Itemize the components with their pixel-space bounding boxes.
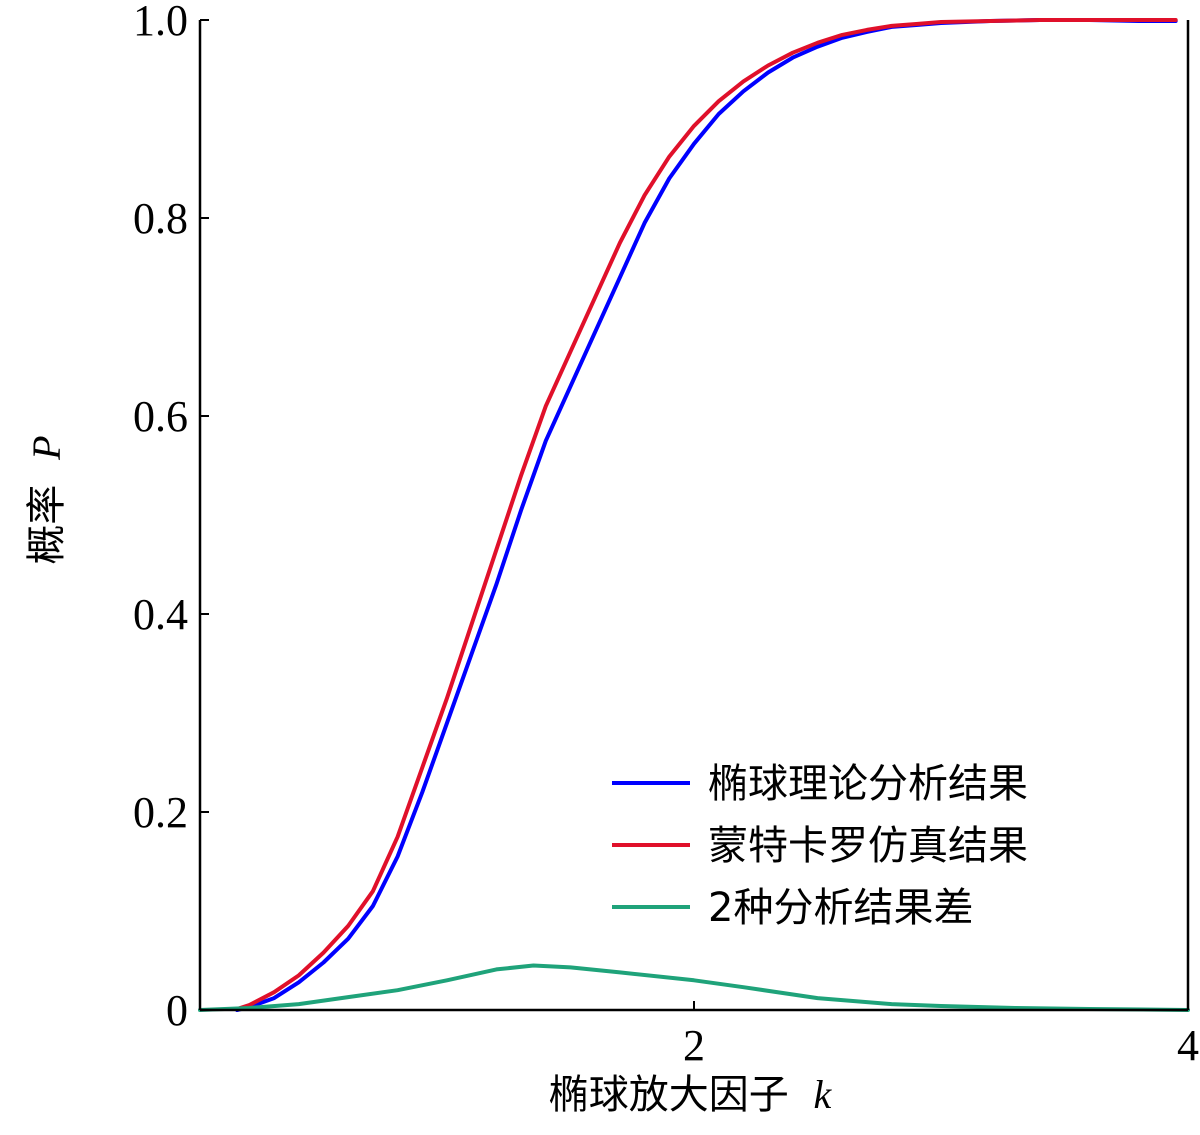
axes-layer xyxy=(198,20,1190,1012)
y-tick-label: 0.8 xyxy=(133,194,188,243)
y-tick-label: 0.2 xyxy=(133,788,188,837)
y-tick-label: 0 xyxy=(166,986,188,1035)
x-tick-label: 2 xyxy=(683,1021,705,1070)
series-line-1 xyxy=(235,18,1178,1012)
legend-label-3: 2种分析结果差 xyxy=(708,885,973,931)
x-axis-variable: k xyxy=(813,1072,832,1117)
y-axis-variable: P xyxy=(24,435,69,460)
x-axis-title: 椭球放大因子 k xyxy=(549,1072,833,1118)
y-axis-label: 概率 xyxy=(24,485,70,565)
ticks-layer: 0 0.2 0.4 0.6 0.8 1.0 2 4 xyxy=(133,0,1199,1070)
y-axis-title: 概率 P xyxy=(24,435,70,564)
legend-label-2: 蒙特卡罗仿真结果 xyxy=(708,823,1028,869)
series-line-2 xyxy=(235,18,1178,1011)
series-line-3 xyxy=(198,963,1190,1012)
series-layer xyxy=(198,18,1190,1012)
x-axis-label: 椭球放大因子 xyxy=(549,1072,789,1118)
y-tick-label: 0.6 xyxy=(133,392,188,441)
legend-label-1: 椭球理论分析结果 xyxy=(708,761,1028,807)
y-tick-label: 0.4 xyxy=(133,590,188,639)
y-tick-label: 1.0 xyxy=(133,0,188,45)
x-tick-label: 4 xyxy=(1177,1021,1199,1070)
